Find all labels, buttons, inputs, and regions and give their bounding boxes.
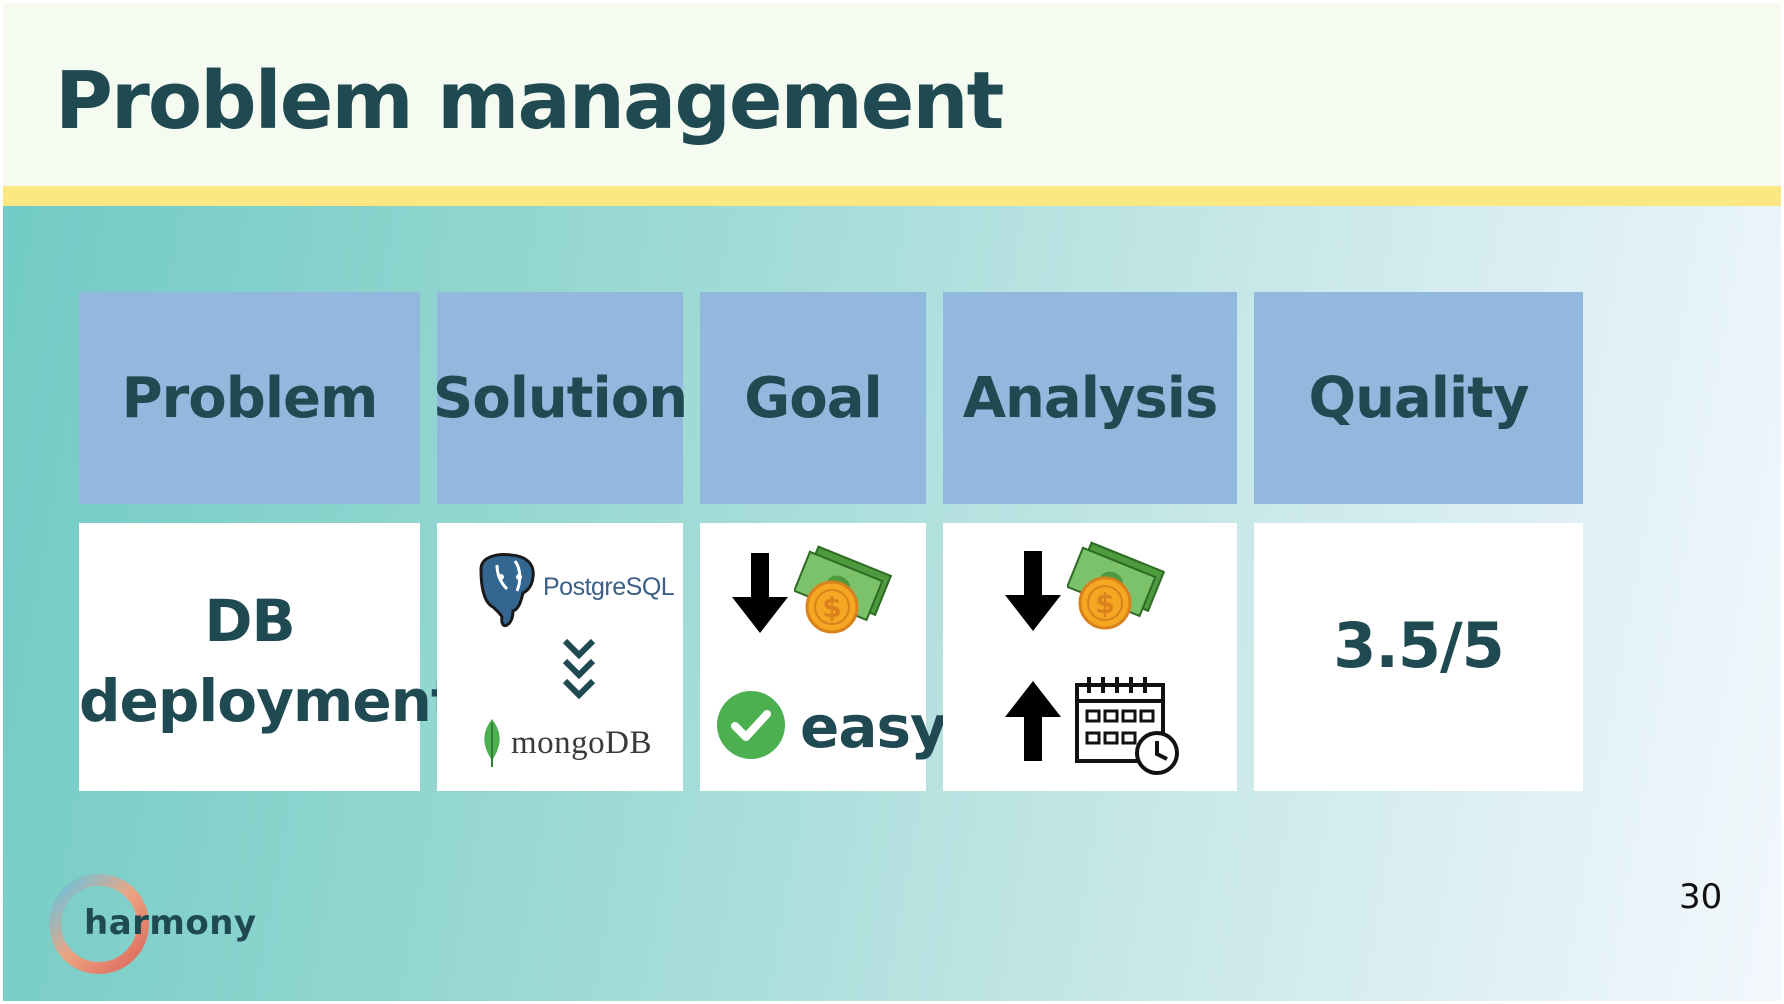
column-quality: Quality 3.5/5 xyxy=(1254,292,1583,792)
arrow-down-icon xyxy=(1005,551,1061,631)
header-label-quality: Quality xyxy=(1308,365,1530,431)
goal-label: easy xyxy=(800,693,948,761)
header-label-solution: Solution xyxy=(432,365,688,431)
mongodb-label: mongoDB xyxy=(511,725,653,761)
header-label-goal: Goal xyxy=(744,365,882,431)
quality-score: 3.5/5 xyxy=(1333,609,1505,682)
header-label-analysis: Analysis xyxy=(962,365,1219,431)
column-goal: Goal $ xyxy=(700,292,948,792)
harmony-ring-logo-icon xyxy=(49,874,149,974)
column-problem: Problem DB deployment xyxy=(79,292,459,792)
cell-solution: PostgreSQL mongoDB xyxy=(437,523,683,791)
header-cell-analysis: Analysis xyxy=(943,292,1237,504)
column-solution: Solution PostgreSQL xyxy=(433,292,688,792)
cell-analysis: $ xyxy=(943,523,1237,791)
calendar-clock-icon xyxy=(1075,677,1179,775)
svg-text:$: $ xyxy=(822,591,841,624)
postgresql-label: PostgreSQL xyxy=(543,573,675,601)
page-number: 30 xyxy=(1679,877,1723,917)
header-cell-quality: Quality xyxy=(1254,292,1583,504)
problem-text: DB deployment xyxy=(79,581,459,741)
money-bills-icon: $ xyxy=(1067,541,1166,630)
header-cell-solution: Solution xyxy=(433,292,688,504)
problem-table: Problem DB deployment Solution xyxy=(79,292,1707,792)
arrow-down-icon xyxy=(732,553,788,633)
header-label-problem: Problem xyxy=(121,365,379,431)
slide-header: Problem management xyxy=(3,3,1781,186)
brand-name: harmony xyxy=(84,903,257,943)
header-cell-goal: Goal xyxy=(700,292,926,504)
double-chevron-down-icon xyxy=(562,638,596,700)
money-bills-icon: $ xyxy=(794,545,893,634)
arrow-up-icon xyxy=(1005,681,1061,761)
check-circle-icon xyxy=(717,691,785,759)
slide-title: Problem management xyxy=(55,55,1004,147)
header-cell-problem: Problem xyxy=(79,292,420,504)
accent-bar xyxy=(3,186,1781,206)
problem-line-1: DB xyxy=(204,587,295,655)
cell-problem: DB deployment xyxy=(79,523,459,791)
mongodb-leaf-icon xyxy=(484,719,500,767)
postgresql-elephant-icon xyxy=(479,553,535,627)
column-analysis: Analysis $ xyxy=(943,292,1237,792)
cell-quality: 3.5/5 xyxy=(1254,523,1583,791)
problem-line-2: deployment xyxy=(79,667,459,735)
cell-goal: $ easy xyxy=(700,523,948,791)
slide: Problem management Problem DB deployment… xyxy=(3,3,1781,1001)
svg-text:$: $ xyxy=(1095,587,1114,620)
